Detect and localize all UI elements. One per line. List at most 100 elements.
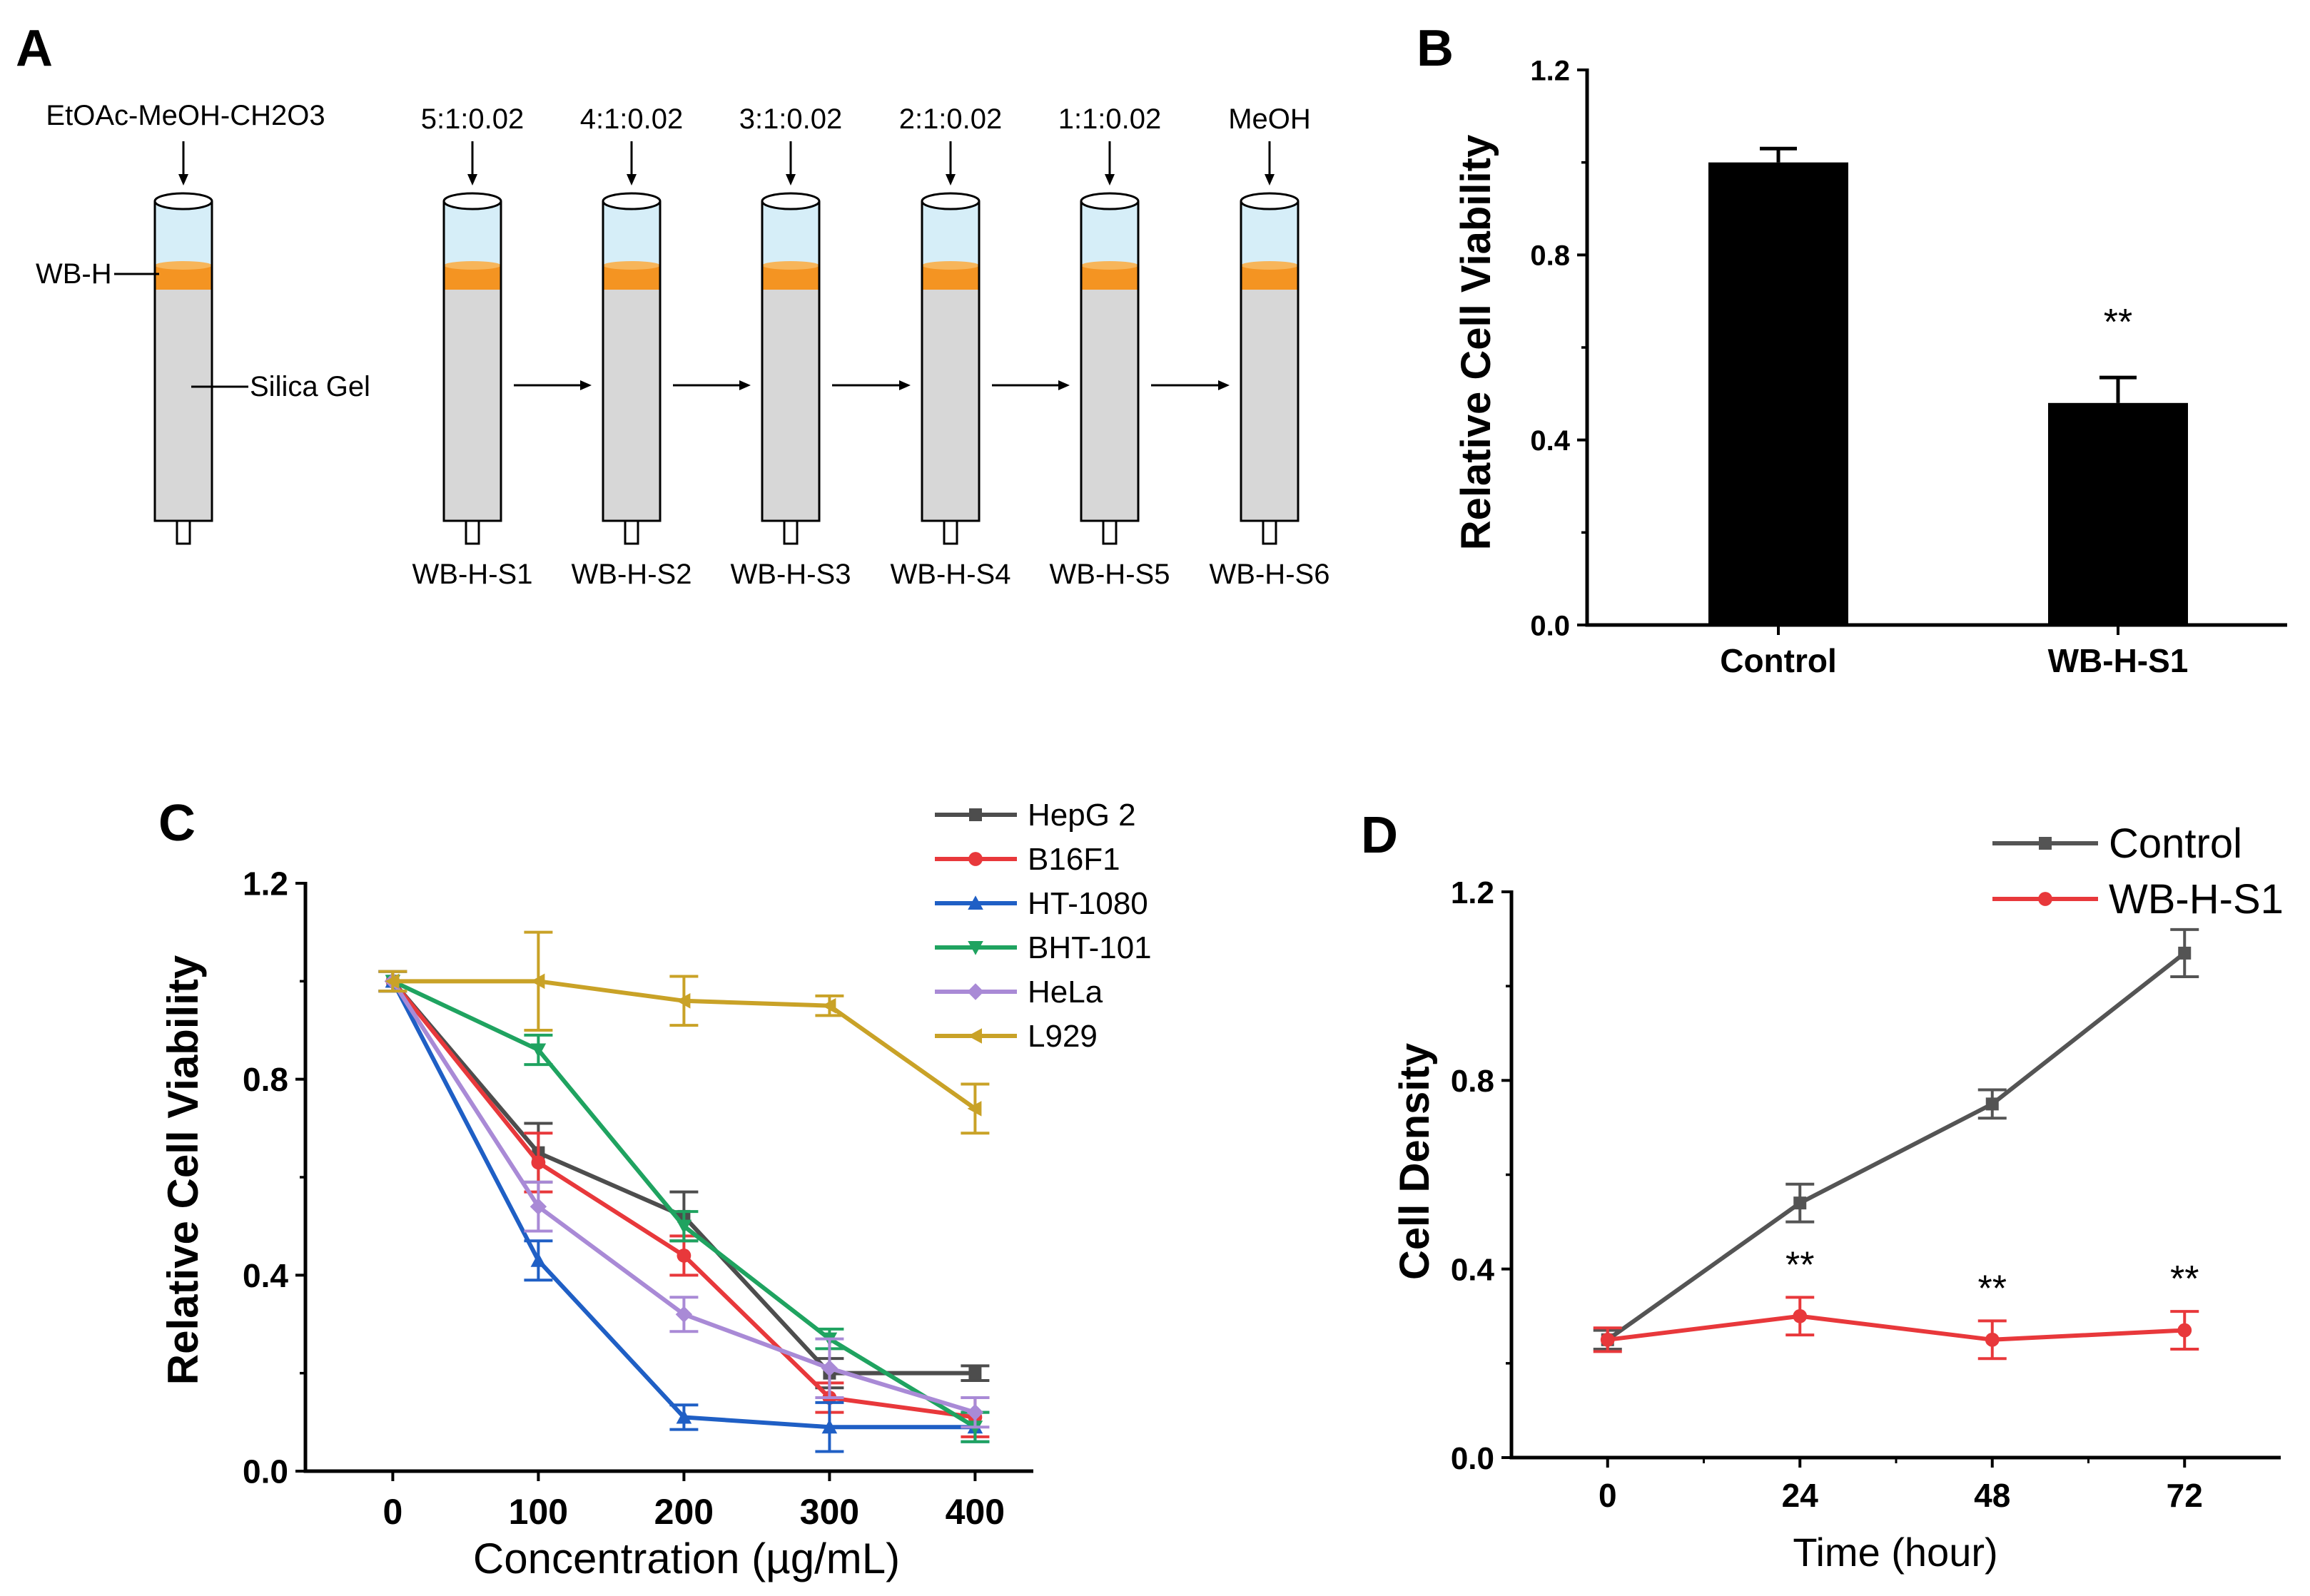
solvent-layer: [444, 201, 501, 265]
x-tick-label: 0: [383, 1492, 402, 1532]
column-outlet: [1262, 519, 1277, 545]
legend: Control WB-H-S1: [1992, 820, 2284, 922]
panel-a-label: A: [16, 20, 53, 77]
column-bottom-label: WB-H-S1: [412, 559, 533, 590]
legend-label: HT-1080: [1028, 886, 1148, 921]
solvent-arrowhead: [1105, 174, 1115, 185]
data-point: [1793, 1196, 1807, 1210]
series-l929: [378, 930, 990, 1135]
column-rim: [921, 192, 981, 210]
column-top-label: 4:1:0.02: [580, 103, 684, 135]
data-point: [531, 1155, 546, 1170]
data-point: [821, 1419, 838, 1434]
solvent-arrowhead: [1265, 174, 1275, 185]
legend-marker: [968, 852, 983, 866]
column-s1: 5:1:0.02 WB-H-S1: [412, 103, 592, 590]
significance-mark: **: [1785, 1244, 1814, 1286]
solvent-layer: [1081, 201, 1138, 265]
column-s4: 2:1:0.02 WB-H-S4: [891, 103, 1070, 590]
solvent-layer: [762, 201, 819, 265]
sample-band-top: [1241, 261, 1298, 270]
column-top-label: 2:1:0.02: [899, 103, 1003, 135]
panel-a: A EtOAc-MeOH-CH2O3 WB-H Silica Gel 5:1:0…: [16, 20, 1329, 590]
data-point: [675, 1306, 693, 1323]
data-point: [966, 1403, 984, 1421]
left-solvent-label: EtOAc-MeOH-CH2O3: [46, 100, 325, 131]
legend-marker: [968, 941, 983, 955]
data-point: [530, 1043, 547, 1058]
legend-marker: [968, 1028, 982, 1044]
series-wb-h-s1: [1593, 1296, 2199, 1361]
chart-d: 0.0 0.4 0.8 1.2 0 24 48 72 ** ** ** Control WB-H-S1: [1451, 820, 2284, 1514]
column-wb-h: [114, 141, 248, 545]
data-point: [1985, 1332, 2000, 1347]
y-tick-label: 0.8: [1451, 1064, 1494, 1099]
x-tick-label: 400: [946, 1492, 1005, 1532]
column-s2: 4:1:0.02 WB-H-S2: [572, 103, 751, 590]
significance-mark: **: [2170, 1259, 2199, 1300]
flow-arrowhead: [1058, 380, 1070, 390]
data-point: [1600, 1332, 1615, 1347]
series-line: [1606, 951, 2187, 1342]
sample-band-top: [1081, 261, 1138, 270]
column-s5: 1:1:0.02 WB-H-S5: [1050, 103, 1230, 590]
series-line: [1607, 1313, 2185, 1342]
data-point: [821, 997, 836, 1014]
column-rim: [761, 192, 821, 210]
column-outlet: [1102, 519, 1118, 545]
column-bottom-label: WB-H-S6: [1210, 559, 1330, 590]
band-label: WB-H: [36, 258, 112, 290]
y-tick-label: 0.4: [1530, 425, 1570, 457]
y-tick-label: 0.8: [243, 1061, 288, 1098]
column-top-label: 3:1:0.02: [739, 103, 843, 135]
bar-control: [1708, 162, 1848, 625]
legend-marker: [967, 983, 984, 1000]
solvent-layer: [155, 201, 212, 265]
series-control: [1593, 927, 2199, 1351]
sample-band-top: [444, 261, 501, 270]
chart-c: 0.0 0.4 0.8 1.2 0 100 200 300 400 HepG 2 B16F1 HT-1…: [243, 798, 1152, 1532]
x-tick-label: 24: [1782, 1477, 1819, 1514]
column-top-label: 5:1:0.02: [421, 103, 525, 135]
data-point: [385, 973, 400, 990]
data-point: [967, 1101, 982, 1117]
x-tick-label: 100: [509, 1492, 568, 1532]
bar-wb-h-s1: [2048, 402, 2188, 625]
legend-label: Control: [2109, 820, 2242, 867]
column-diagram: 5:1:0.02 WB-H-S1 4:1:0.02 WB-H-S2 3:1:0.02 WB…: [114, 103, 1329, 590]
flow-arrowhead: [580, 380, 592, 390]
solvent-arrowhead: [786, 174, 796, 185]
solvent-arrowhead: [178, 174, 188, 185]
column-outlet: [176, 519, 191, 545]
data-point: [677, 1248, 692, 1263]
data-point: [1985, 1097, 1999, 1111]
column-s6: MeOH WB-H-S6: [1210, 103, 1330, 590]
solvent-layer: [603, 201, 660, 265]
column-s3: 3:1:0.02 WB-H-S3: [731, 103, 911, 590]
legend-marker: [2038, 892, 2052, 906]
data-point: [2177, 1323, 2192, 1338]
solvent-layer: [922, 201, 979, 265]
column-rim: [1240, 192, 1300, 210]
legend-label: HepG 2: [1028, 798, 1136, 833]
solvent-arrowhead: [467, 174, 477, 185]
x-tick-label: 48: [1974, 1477, 2010, 1514]
panel-b-ylabel: Relative Cell Viability: [1453, 135, 1499, 550]
y-tick-label: 1.2: [243, 865, 288, 903]
column-outlet: [624, 519, 639, 545]
panel-b: B Relative Cell Viability 0.0 0.4 0.8 1.2 Co…: [1417, 20, 2287, 679]
solvent-arrowhead: [946, 174, 956, 185]
flow-arrowhead: [739, 380, 751, 390]
data-point: [676, 993, 691, 1009]
data-point: [530, 1198, 547, 1215]
column-top-label: 1:1:0.02: [1058, 103, 1162, 135]
panel-d: D Cell Density Time (hour) 0.00.40.81.20…: [1361, 807, 2284, 1575]
y-tick-label: 0.0: [243, 1453, 288, 1490]
chart-b: 0.0 0.4 0.8 1.2 Control WB-H-S1 **: [1530, 55, 2287, 679]
legend-label: BHT-101: [1028, 930, 1152, 965]
panel-c-label: C: [158, 795, 196, 852]
column-bottom-label: WB-H-S4: [891, 559, 1011, 590]
y-tick-label: 0.4: [1451, 1253, 1495, 1288]
flow-arrowhead: [899, 380, 911, 390]
